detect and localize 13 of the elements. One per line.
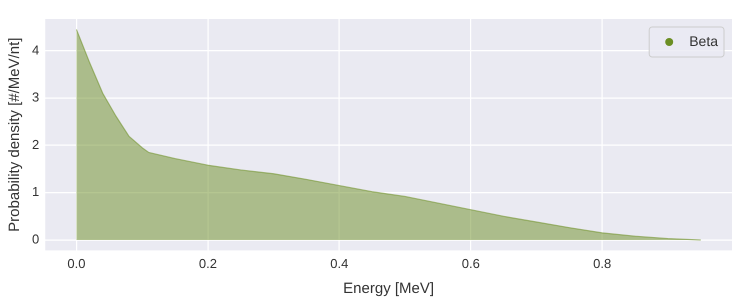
x-tick-label: 0.2 xyxy=(198,256,217,271)
legend-label: Beta xyxy=(689,32,718,49)
x-tick-label: 0.6 xyxy=(462,256,480,271)
x-tick-label: 0.8 xyxy=(593,256,612,271)
y-tick-label: 2 xyxy=(32,136,40,152)
y-tick-label: 3 xyxy=(32,90,40,105)
y-tick-label: 4 xyxy=(32,42,40,58)
x-axis-title: Energy [MeV] xyxy=(343,280,434,298)
x-tick-label: 0.0 xyxy=(67,256,86,271)
y-tick-label: 0 xyxy=(32,232,40,247)
y-axis-title: Probability density [#/MeV/nt] xyxy=(6,38,24,232)
y-tick-label: 1 xyxy=(32,184,40,200)
x-tick-label: 0.4 xyxy=(330,256,348,271)
